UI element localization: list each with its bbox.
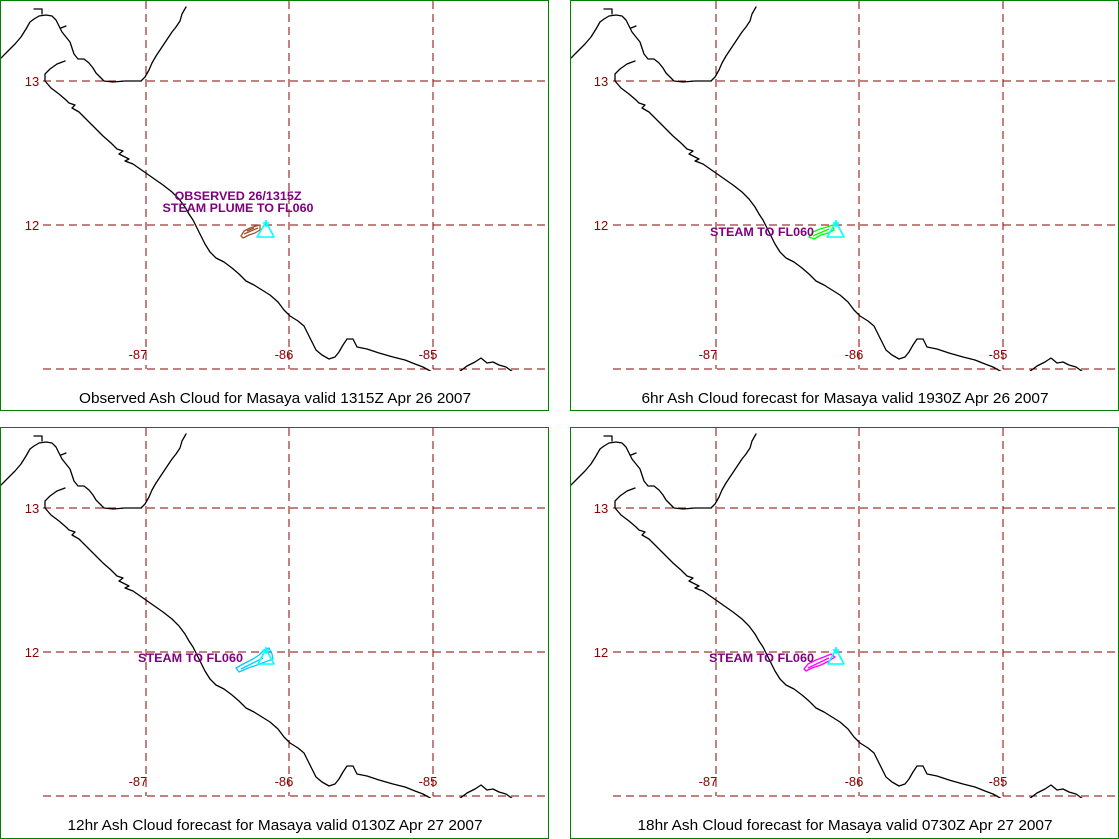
- lon-label: -85: [989, 347, 1008, 362]
- lat-lon-grid: [42, 428, 548, 797]
- lon-label: -86: [275, 347, 294, 362]
- lat-label: 12: [594, 645, 608, 660]
- lon-label: -85: [419, 774, 438, 789]
- volcano-triangle-icon: [826, 220, 845, 238]
- annotation-line: STEAM TO FL060: [138, 651, 243, 665]
- coastline: [1, 433, 514, 798]
- lat-label: 13: [25, 501, 39, 516]
- map-forecast-12hr: 13 12 -87 -86 -85 STEAM TO FL060 12hr As…: [1, 428, 548, 834]
- lon-label: -87: [699, 347, 718, 362]
- lon-label: -87: [129, 774, 148, 789]
- panel-caption: Observed Ash Cloud for Masaya valid 1315…: [79, 390, 471, 407]
- panel-forecast-18hr: 13 12 -87 -86 -85 STEAM TO FL060 18hr As…: [570, 427, 1119, 839]
- annotation-line: OBSERVED 26/1315Z: [175, 189, 302, 203]
- lat-label: 12: [25, 645, 39, 660]
- panel-caption: 6hr Ash Cloud forecast for Masaya valid …: [642, 390, 1049, 407]
- lat-lon-grid: [42, 1, 548, 370]
- ash-cloud-area: [803, 653, 836, 672]
- lon-label: -85: [989, 774, 1008, 789]
- lon-label: -87: [129, 347, 148, 362]
- lon-label: -87: [699, 774, 718, 789]
- panel-caption: 12hr Ash Cloud forecast for Masaya valid…: [68, 817, 483, 834]
- map-observed: 13 12 -87 -86 -85 OBSERVED 26/1315Z STEA…: [1, 1, 548, 407]
- ash-cloud-area: [240, 224, 261, 239]
- panel-forecast-6hr: 13 12 -87 -86 -85 STEAM TO FL060 6hr Ash…: [570, 0, 1119, 411]
- annotation-line: STEAM TO FL060: [710, 225, 814, 239]
- panel-observed: 13 12 -87 -86 -85 OBSERVED 26/1315Z STEA…: [0, 0, 549, 411]
- annotation-line: STEAM PLUME TO FL060: [163, 201, 314, 215]
- map-forecast-6hr: 13 12 -87 -86 -85 STEAM TO FL060 6hr Ash…: [571, 1, 1118, 407]
- lat-lon-grid: [612, 1, 1118, 370]
- coastline: [571, 433, 1084, 798]
- volcano-triangle-icon: [827, 647, 845, 665]
- annotation-line: STEAM TO FL060: [709, 651, 814, 665]
- panel-caption: 18hr Ash Cloud forecast for Masaya valid…: [638, 817, 1053, 834]
- lon-label: -85: [419, 347, 438, 362]
- lat-label: 12: [594, 218, 608, 233]
- lon-label: -86: [845, 347, 864, 362]
- lat-label: 13: [594, 501, 608, 516]
- volcano-triangle-icon: [257, 647, 275, 665]
- volcano-triangle-icon: [256, 220, 275, 238]
- panel-forecast-12hr: 13 12 -87 -86 -85 STEAM TO FL060 12hr As…: [0, 427, 549, 839]
- lat-label: 13: [25, 74, 39, 89]
- coastline: [571, 6, 1084, 371]
- map-forecast-18hr: 13 12 -87 -86 -85 STEAM TO FL060 18hr As…: [571, 428, 1118, 834]
- lat-lon-grid: [612, 428, 1118, 797]
- lat-label: 12: [25, 218, 39, 233]
- lon-label: -86: [845, 774, 864, 789]
- lon-label: -86: [275, 774, 294, 789]
- lat-label: 13: [594, 74, 608, 89]
